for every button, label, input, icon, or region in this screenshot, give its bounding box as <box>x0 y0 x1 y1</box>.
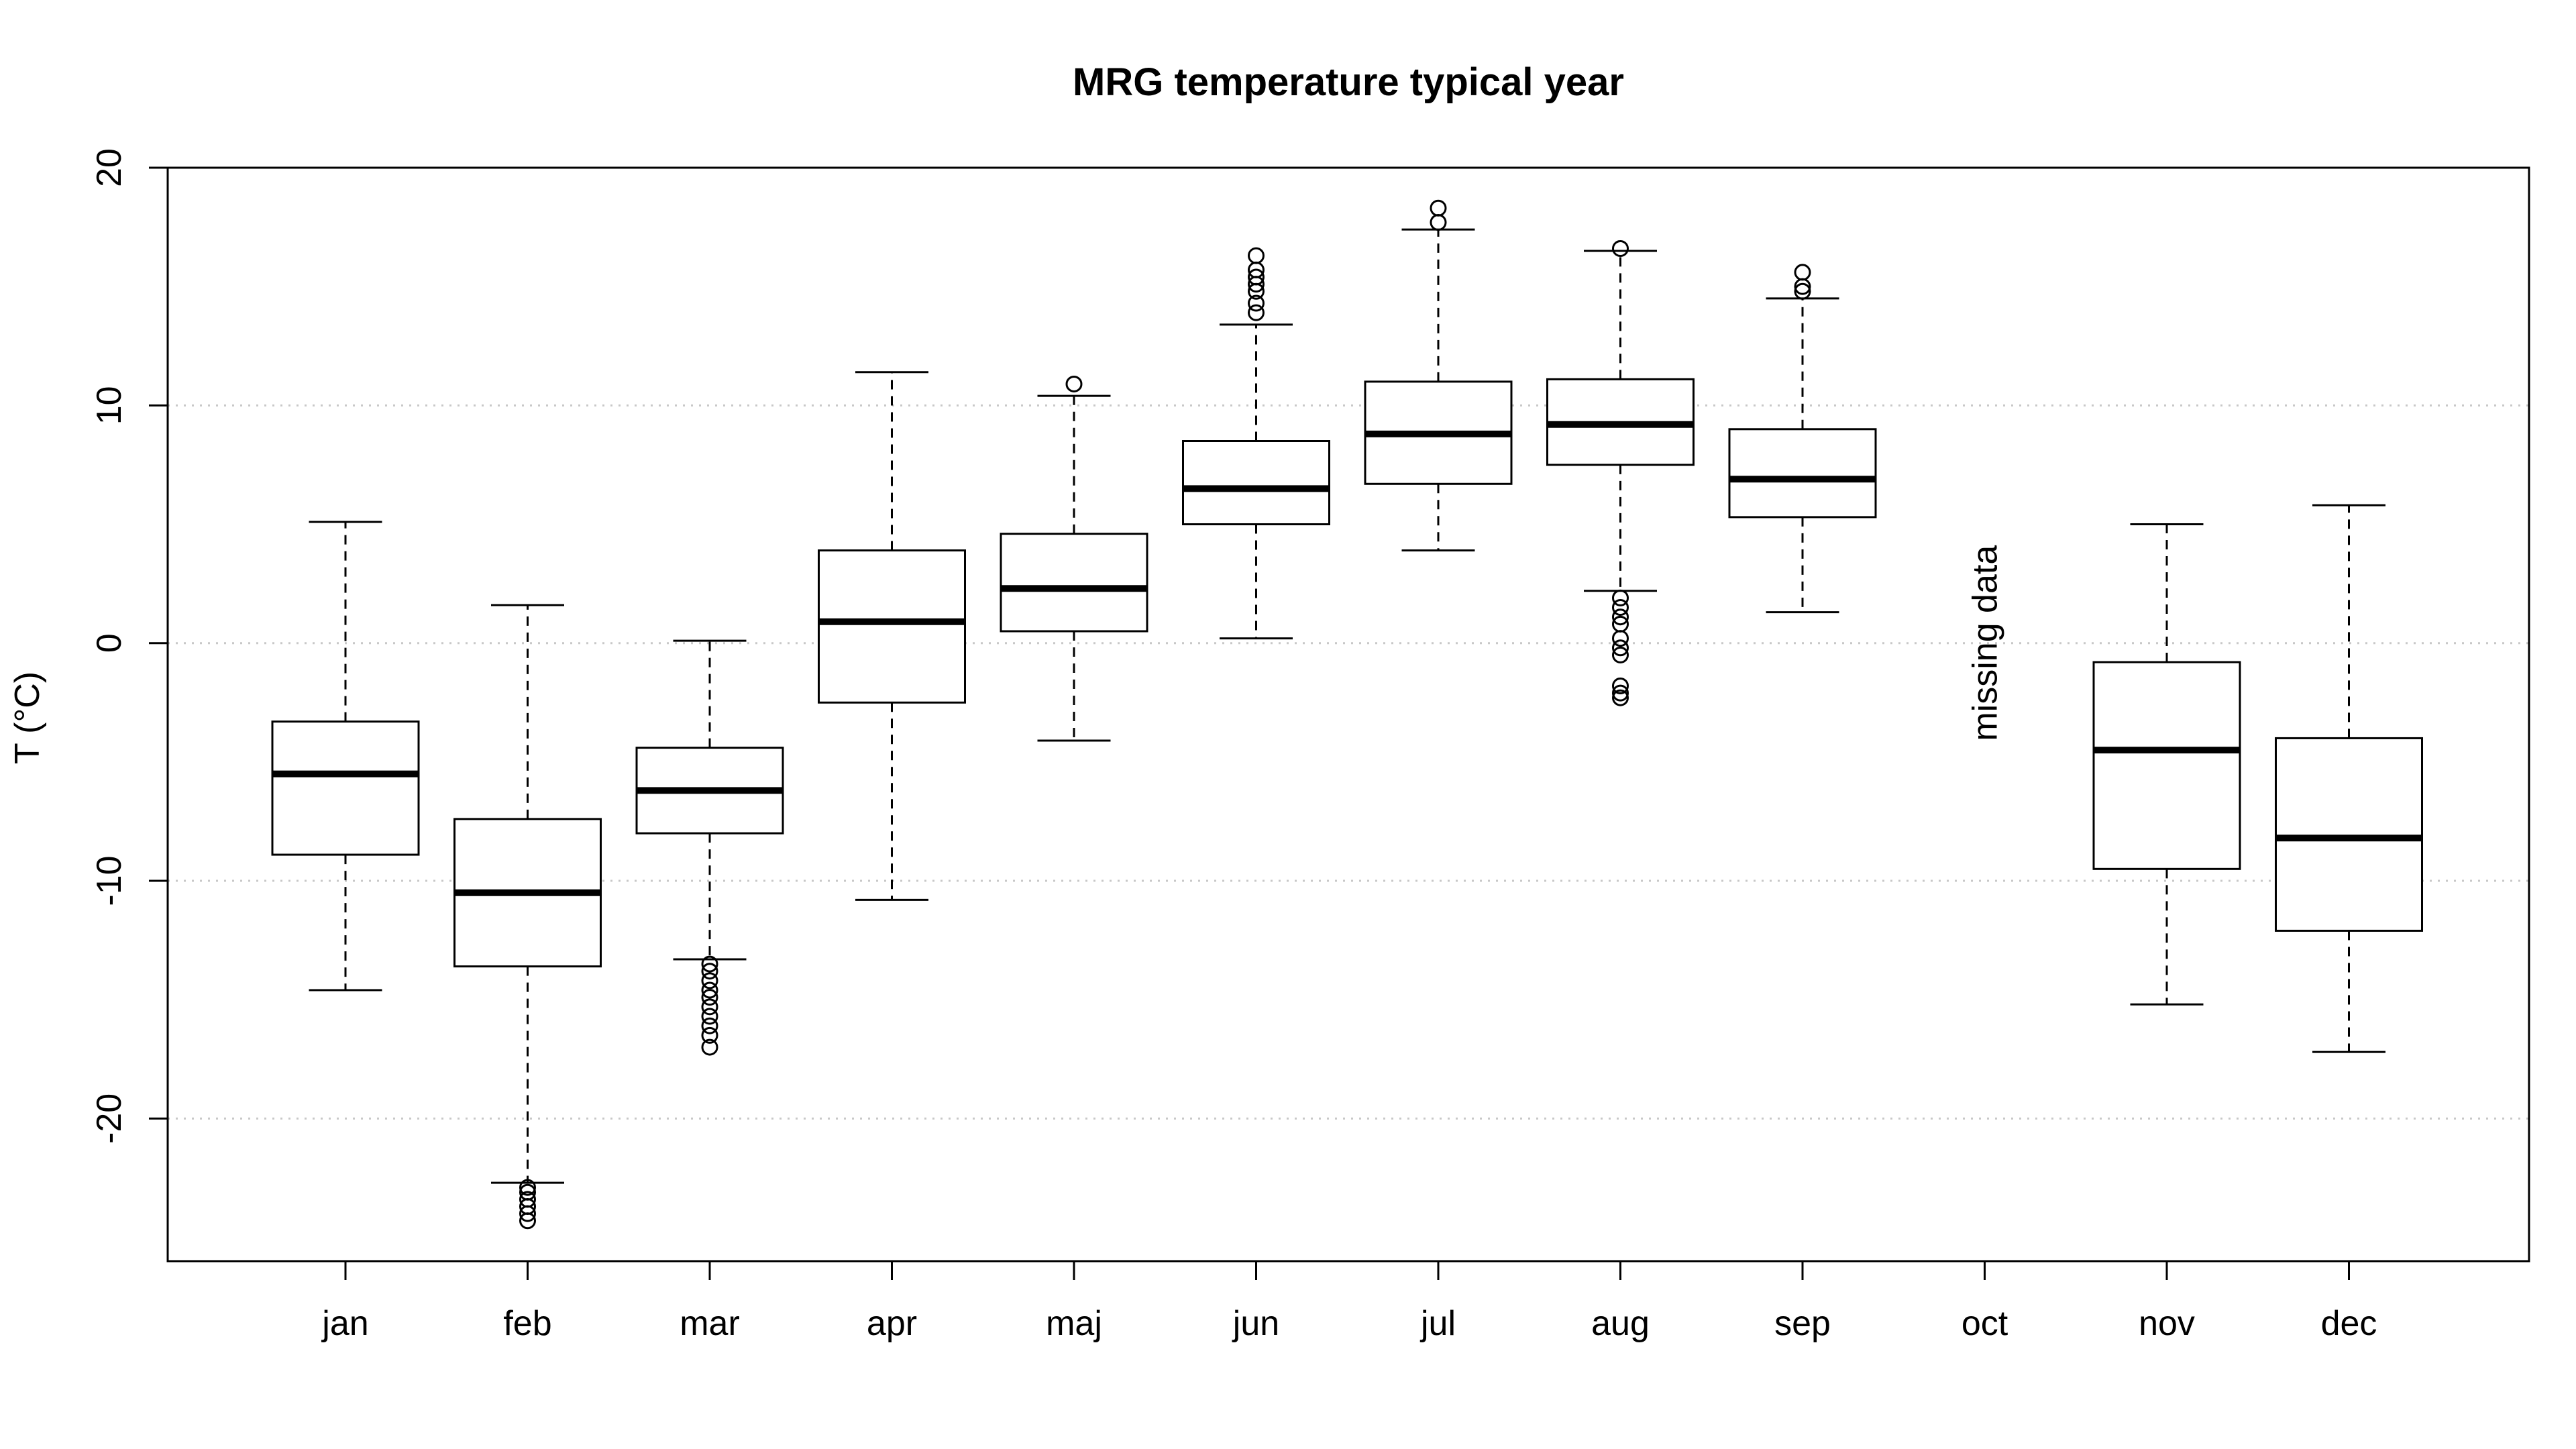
outlier-point <box>1430 199 1447 217</box>
plot-frame <box>166 166 2530 1263</box>
box-nov <box>2092 523 2241 1006</box>
outlier-point <box>1612 677 1629 694</box>
outlier-point <box>701 972 718 989</box>
outlier-point <box>1248 247 1265 264</box>
outlier-point <box>701 1017 718 1034</box>
y-tick-label: 0 <box>90 633 129 653</box>
box-iqr <box>1000 533 1148 633</box>
box-iqr <box>1182 440 1330 526</box>
box-aug <box>1546 239 1695 706</box>
outlier-point <box>1794 282 1811 300</box>
boxes <box>271 199 2423 1230</box>
y-tick-label: 20 <box>90 148 129 187</box>
outlier-point <box>701 955 718 973</box>
x-tick-label: maj <box>1046 1304 1102 1343</box>
annotations: missing data <box>1966 545 2005 741</box>
outlier-point <box>701 981 718 999</box>
x-tick-label: nov <box>2139 1304 2195 1343</box>
x-tick-label: dec <box>2321 1304 2377 1343</box>
box-iqr <box>2275 737 2423 932</box>
box-jul <box>1364 199 1513 551</box>
outlier-point <box>1065 375 1083 392</box>
y-axis-label: T (°C) <box>8 672 47 764</box>
x-tick-label: feb <box>503 1304 551 1343</box>
box-dec <box>2275 504 2423 1053</box>
box-feb <box>453 604 602 1230</box>
outlier-point <box>701 1026 718 1044</box>
box-apr <box>818 371 966 901</box>
box-iqr <box>2092 661 2241 870</box>
outlier-point <box>1612 630 1629 647</box>
outlier-point <box>1612 684 1629 702</box>
box-mar <box>635 639 784 1056</box>
x-tick-label: jul <box>1419 1304 1456 1343</box>
outlier-point <box>1612 639 1629 657</box>
x-tick-label: jun <box>1232 1304 1279 1343</box>
x-tick-label: mar <box>680 1304 740 1343</box>
x-tick-label: apr <box>867 1304 917 1343</box>
box-iqr <box>1728 428 1877 519</box>
box-sep <box>1728 264 1877 614</box>
outlier-point <box>701 998 718 1016</box>
x-tick-label: oct <box>1962 1304 2008 1343</box>
chart-title: MRG temperature typical year <box>1073 60 1624 104</box>
outlier-point <box>1612 608 1629 626</box>
outlier-point <box>1612 599 1629 616</box>
outlier-point <box>701 1008 718 1025</box>
box-iqr <box>271 720 420 856</box>
outlier-point <box>701 1038 718 1056</box>
outlier-point <box>519 1179 536 1196</box>
box-iqr <box>818 549 966 704</box>
x-tick-label: sep <box>1774 1304 1831 1343</box>
box-jan <box>271 521 420 991</box>
outlier-point <box>519 1212 536 1230</box>
outlier-point <box>1248 294 1265 312</box>
outlier-point <box>1612 646 1629 663</box>
outlier-point <box>519 1205 536 1222</box>
y-tick-label: -20 <box>90 1093 129 1144</box>
axes: 20 10 0 -10 -20 jan feb mar apr maj jun jul aug sep oc… <box>90 148 2377 1343</box>
outlier-point <box>701 989 718 1006</box>
y-tick-label: -10 <box>90 855 129 906</box>
outlier-point <box>1794 264 1811 281</box>
outlier-point <box>1612 239 1629 257</box>
box-maj <box>1000 375 1148 742</box>
outlier-point <box>1248 268 1265 286</box>
outlier-point <box>1612 689 1629 706</box>
outlier-point <box>701 963 718 980</box>
x-tick-label: jan <box>321 1304 368 1343</box>
box-jun <box>1182 247 1330 640</box>
x-tick-label: aug <box>1591 1304 1650 1343</box>
outlier-point <box>1248 304 1265 321</box>
y-tick-label: 10 <box>90 386 129 425</box>
outlier-point <box>1612 589 1629 606</box>
missing-data-note: missing data <box>1966 545 2005 741</box>
